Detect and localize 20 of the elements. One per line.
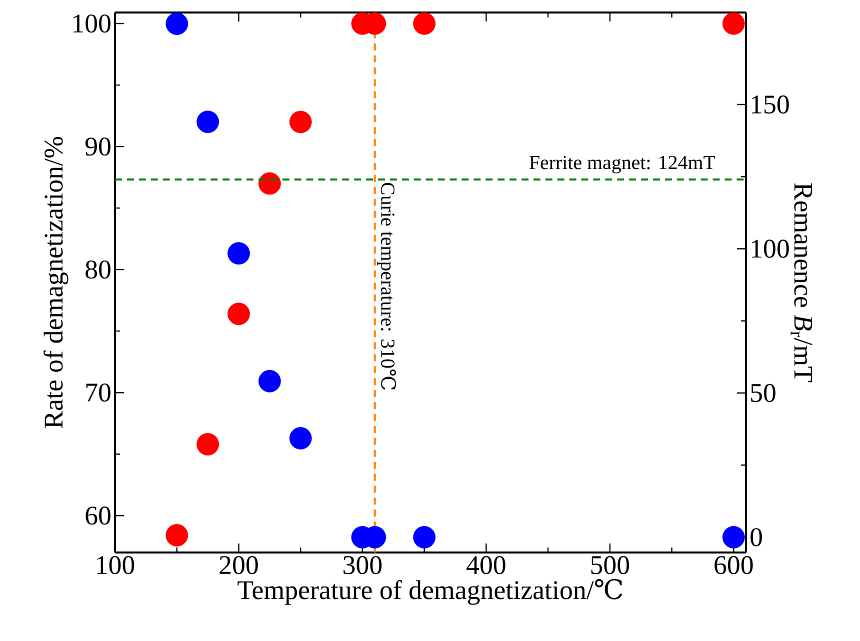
y2-tick-label: 50 <box>751 384 776 402</box>
y-tick-label: 70 <box>86 384 110 402</box>
x-tick-label: 100 <box>97 556 134 574</box>
x-tick-label: 400 <box>466 556 506 574</box>
x-axis-title: Temperature of demagnetization/℃ <box>238 579 622 605</box>
ref-line-label: Curie temperature: 310℃ <box>377 182 396 390</box>
y-tick-label: 60 <box>86 506 110 525</box>
x-tick-label: 600 <box>714 556 753 574</box>
x-tick-label: 300 <box>344 556 382 574</box>
x-tick-label: 500 <box>591 556 630 574</box>
y2-tick-label: 150 <box>752 95 789 114</box>
y-tick-label: 100 <box>73 14 110 33</box>
y2-axis-title: Remanence B$_{r}$/mT <box>790 183 812 382</box>
y2-tick-label: 100 <box>752 240 789 258</box>
x-tick-label: 200 <box>220 556 258 574</box>
y2-tick-label: 0 <box>750 528 762 546</box>
ref-line-label: Ferrite magnet: 124mT <box>530 156 716 174</box>
y-tick-label: 90 <box>85 137 110 156</box>
y-tick-label: 80 <box>86 260 110 279</box>
y-axis-title: Rate of demagnetization/% <box>44 136 68 428</box>
